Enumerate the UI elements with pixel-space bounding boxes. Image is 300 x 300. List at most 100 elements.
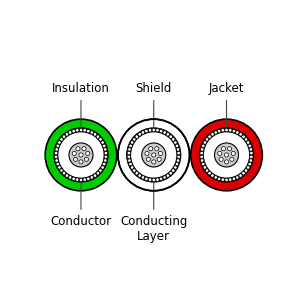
Circle shape [103,162,106,166]
Circle shape [93,174,97,177]
Circle shape [176,148,180,151]
Circle shape [209,138,244,172]
Circle shape [214,131,217,134]
Circle shape [135,135,139,138]
Circle shape [145,129,148,133]
Circle shape [249,148,253,151]
Circle shape [128,159,131,162]
Circle shape [211,174,214,177]
Circle shape [79,160,83,164]
Circle shape [128,148,131,151]
Circle shape [218,177,221,181]
Circle shape [90,131,94,134]
Circle shape [149,147,153,151]
Circle shape [145,177,148,181]
Circle shape [45,119,117,191]
Circle shape [79,128,83,132]
Circle shape [224,160,229,164]
Circle shape [54,155,58,159]
Text: Conducting
Layer: Conducting Layer [120,181,188,243]
Circle shape [104,152,108,155]
Circle shape [138,133,141,136]
Circle shape [90,176,94,179]
Circle shape [62,135,66,138]
Circle shape [130,141,134,144]
Circle shape [133,138,136,141]
Circle shape [169,172,172,175]
Circle shape [248,144,251,148]
Circle shape [239,174,242,177]
Circle shape [62,172,66,175]
Circle shape [79,178,83,182]
Circle shape [127,155,130,159]
Circle shape [208,172,211,175]
Circle shape [174,141,177,144]
Circle shape [246,141,250,144]
Circle shape [87,129,90,133]
Circle shape [65,133,69,136]
Circle shape [96,172,100,175]
Circle shape [163,176,166,179]
Circle shape [136,138,171,172]
Circle shape [159,129,163,133]
Circle shape [79,153,83,157]
Circle shape [177,155,180,159]
Circle shape [250,155,253,159]
Circle shape [156,129,159,132]
Circle shape [219,157,223,161]
Text: Shield: Shield [136,82,172,129]
Circle shape [141,176,145,179]
Circle shape [141,131,145,134]
Circle shape [232,129,236,133]
Circle shape [65,174,69,177]
Circle shape [64,138,98,172]
Circle shape [129,144,132,148]
Circle shape [172,138,175,141]
Circle shape [99,138,102,141]
Circle shape [83,178,86,181]
Circle shape [142,143,166,167]
Circle shape [72,151,76,155]
Circle shape [101,166,104,169]
Text: Jacket: Jacket [209,82,244,129]
Circle shape [191,119,262,191]
Circle shape [163,131,166,134]
Circle shape [176,159,180,162]
Circle shape [218,129,221,133]
Circle shape [130,166,134,169]
Circle shape [166,174,170,177]
Circle shape [232,177,236,181]
Circle shape [208,135,211,138]
Circle shape [152,153,156,157]
Circle shape [152,160,156,164]
Circle shape [68,176,72,179]
Circle shape [76,147,80,151]
Circle shape [84,157,88,161]
Circle shape [172,169,175,172]
Circle shape [69,143,93,167]
Circle shape [205,169,209,172]
Circle shape [177,152,180,155]
Circle shape [83,129,86,132]
Circle shape [214,143,239,167]
Circle shape [199,128,254,182]
Circle shape [200,155,203,159]
Circle shape [103,144,106,148]
Circle shape [99,169,102,172]
Circle shape [55,148,58,151]
Circle shape [248,162,251,166]
Circle shape [55,159,58,162]
Circle shape [56,162,59,166]
Circle shape [56,144,59,148]
Circle shape [221,147,226,151]
Circle shape [214,176,217,179]
Circle shape [157,157,161,161]
Circle shape [138,174,141,177]
Circle shape [202,144,205,148]
Text: Conductor: Conductor [50,181,112,228]
Circle shape [103,159,107,162]
Circle shape [159,177,163,181]
Circle shape [218,151,222,155]
Circle shape [204,132,249,178]
Circle shape [152,178,155,182]
